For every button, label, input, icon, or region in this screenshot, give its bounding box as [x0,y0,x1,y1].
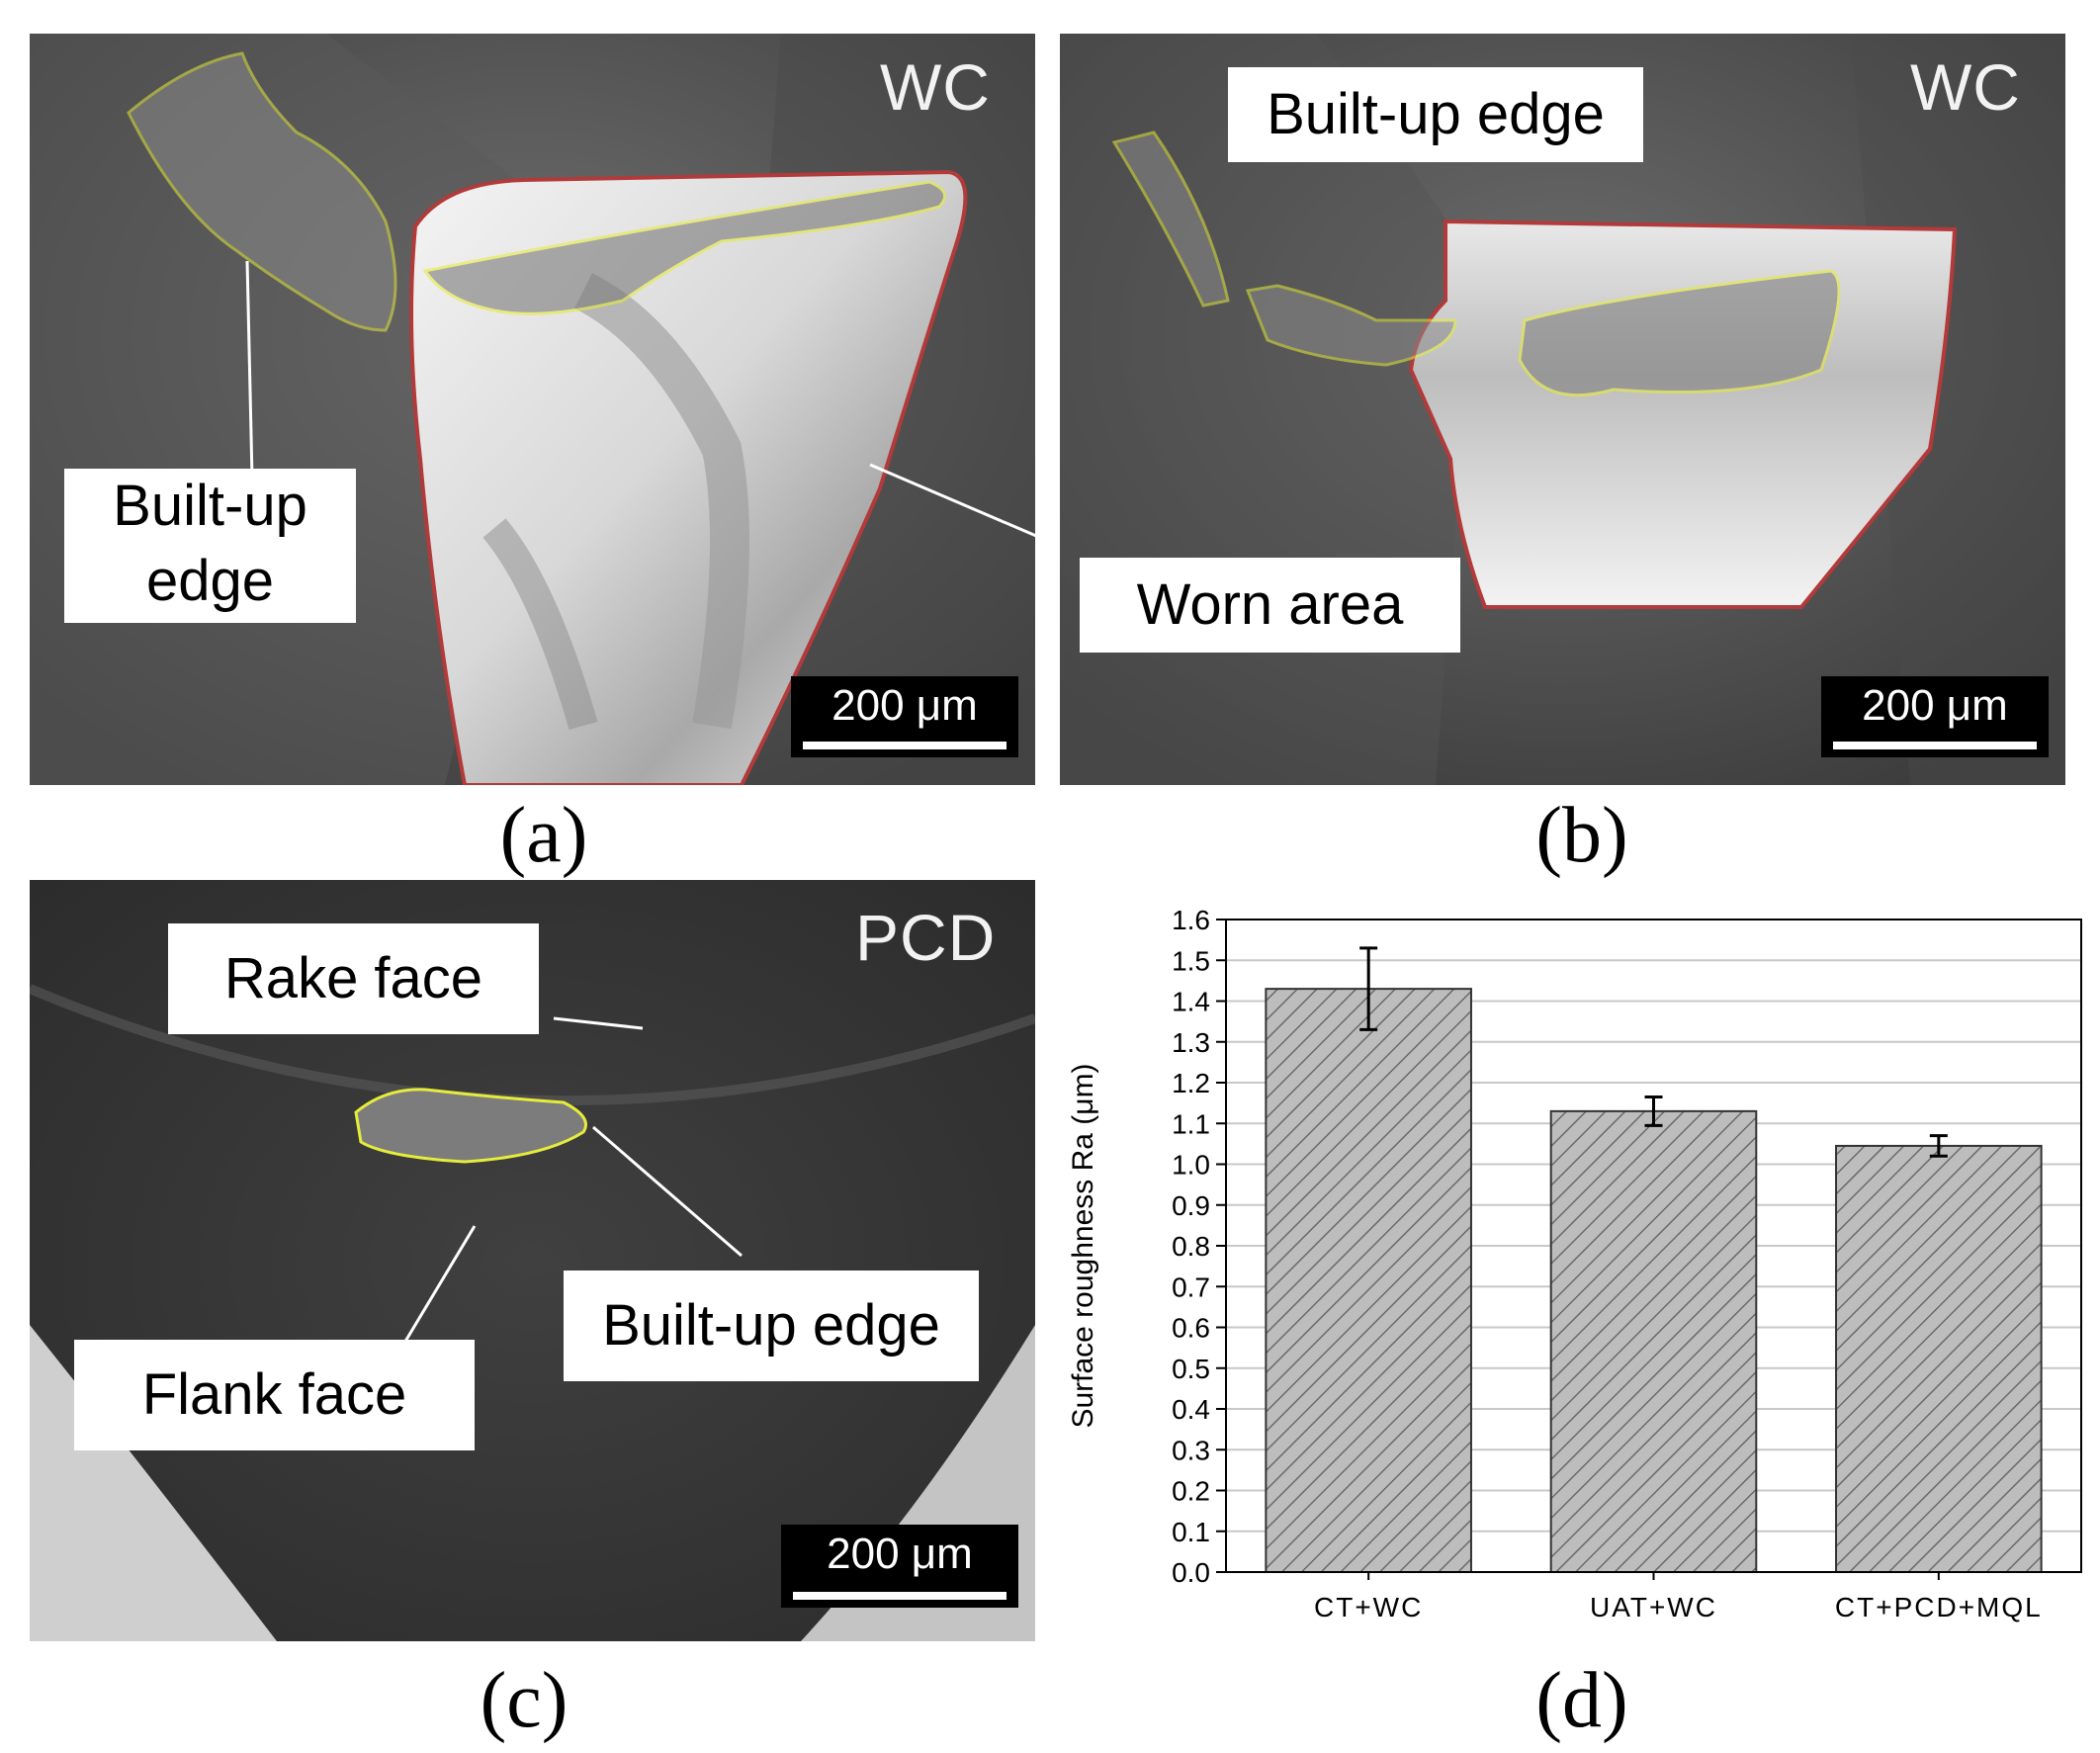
bar-ct-pcd-mql [1835,1144,2043,1573]
y-tick-label-2: 0.2 [1172,1476,1210,1507]
tool-label-a: WC [880,50,991,124]
x-tick-label-2: CT+PCD+MQL [1835,1592,2043,1622]
chart-plot-frame [1225,919,2082,1573]
y-tick-label-12: 1.2 [1172,1068,1210,1098]
y-tick-label-5: 0.5 [1172,1354,1210,1384]
y-tick-label-16: 1.6 [1172,905,1210,935]
x-tick-label-0: CT+WC [1314,1592,1423,1622]
sublabel-d: (d) [1535,1657,1628,1744]
scale-bar-a: 200 μm [791,676,1018,757]
scale-bar-c: 200 μm [781,1525,1018,1608]
panel-a-micrograph: WC Built-up edge 200 μm [30,34,1035,785]
y-tick-label-0: 0.0 [1172,1557,1210,1588]
y-tick-label-10: 1.0 [1172,1150,1210,1181]
y-tick-label-9: 0.9 [1172,1190,1210,1221]
chart-x-ticks: CT+WC UAT+WC CT+PCD+MQL [1314,1572,2043,1622]
bar-uat-wc [1549,1109,1758,1573]
chart-error-bars [1359,946,1948,1158]
callout-built-up-edge-c: Built-up edge [564,1271,979,1381]
bar-ct-wc [1265,988,1472,1573]
chart-bars [1265,988,2043,1573]
y-tick-label-15: 1.5 [1172,945,1210,976]
callout-built-up-edge-b: Built-up edge [1228,67,1643,162]
y-tick-label-13: 1.3 [1172,1027,1210,1058]
y-tick-label-11: 1.1 [1172,1108,1210,1139]
y-tick-label-14: 1.4 [1172,987,1210,1017]
sublabel-c: (c) [480,1657,569,1744]
y-tick-label-8: 0.8 [1172,1231,1210,1262]
sublabel-b: (b) [1535,792,1628,879]
y-tick-label-7: 0.7 [1172,1271,1210,1302]
y-tick-label-6: 0.6 [1172,1313,1210,1344]
sublabel-a: (a) [499,792,588,879]
scale-bar-c-line [793,1592,1006,1600]
panel-c-micrograph: PCD Rake face Built-up edge Flank face 2… [30,880,1035,1641]
scale-bar-b-line [1833,742,2037,749]
chart-y-axis-label: Surface roughness Ra (μm) [1067,1063,1099,1428]
surface-roughness-chart: 0.0 0.1 0.2 0.3 0.4 0.5 0.6 0.7 0.8 0.9 1.0 1.1 1.2 1… [1067,905,2082,1622]
x-tick-label-1: UAT+WC [1590,1592,1717,1622]
panel-b-micrograph: WC Built-up edge Worn area 200 μm [1060,34,2065,785]
scale-bar-a-line [803,742,1006,749]
callout-rake-face-c: Rake face [168,923,539,1034]
tool-label-b: WC [1910,50,2021,124]
callout-flank-face-c: Flank face [74,1340,475,1450]
chart-y-ticks: 0.0 0.1 0.2 0.3 0.4 0.5 0.6 0.7 0.8 0.9 1.0 1.1 1.2 1… [1172,905,1226,1588]
y-tick-label-1: 0.1 [1172,1517,1210,1547]
scale-bar-b-text: 200 μm [1862,681,2008,730]
y-tick-label-4: 0.4 [1172,1394,1210,1425]
scale-bar-b: 200 μm [1821,676,2049,757]
tool-label-c: PCD [855,901,997,974]
callout-worn-area-b: Worn area [1080,558,1460,653]
scale-bar-a-text: 200 μm [831,681,978,730]
y-tick-label-3: 0.3 [1172,1435,1210,1465]
callout-built-up-edge-a: Built-up edge [64,469,356,623]
scale-bar-c-text: 200 μm [827,1530,973,1578]
